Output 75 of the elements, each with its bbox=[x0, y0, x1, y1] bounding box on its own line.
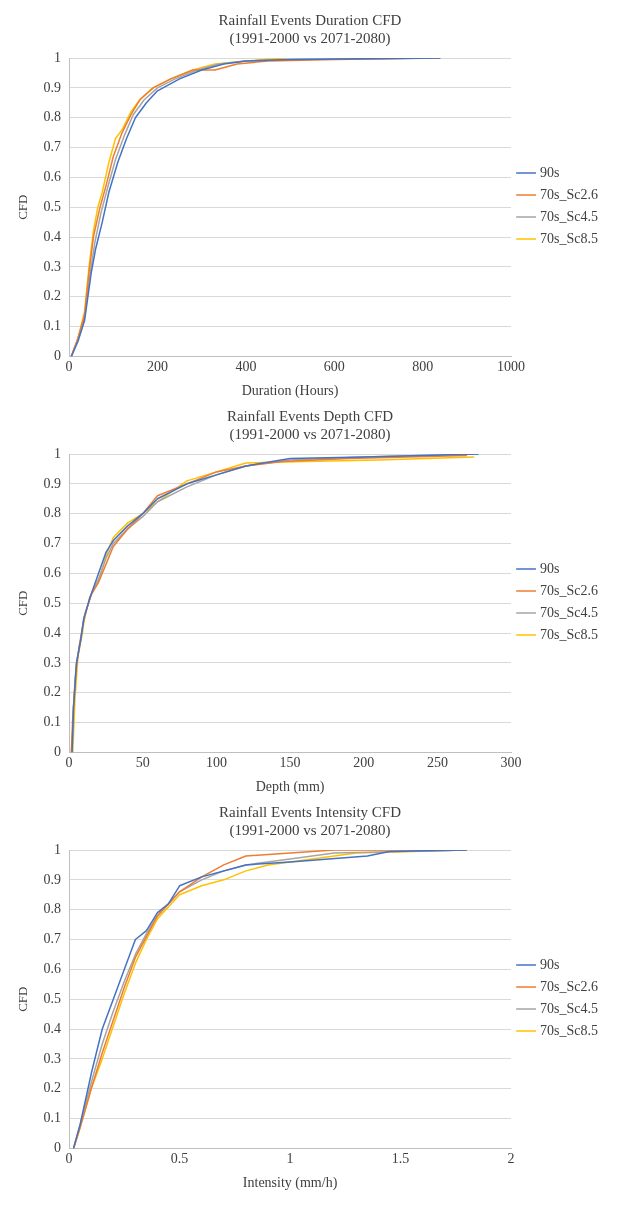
y-axis-title: CFD bbox=[15, 590, 31, 616]
y-tick-label: 0.6 bbox=[43, 169, 62, 185]
y-tick-label: 0.1 bbox=[43, 714, 62, 730]
y-tick-label: 0.3 bbox=[43, 654, 62, 670]
y-tick-label: 0.7 bbox=[43, 535, 62, 551]
legend-label: 70s_Sc4.5 bbox=[540, 1000, 598, 1016]
y-tick-label: 0.2 bbox=[43, 684, 62, 700]
chart-title: Rainfall Events Intensity CFD bbox=[218, 803, 402, 820]
x-tick-label: 600 bbox=[323, 359, 345, 375]
x-tick-label: 300 bbox=[500, 755, 522, 771]
y-tick-label: 0.4 bbox=[43, 624, 62, 640]
y-tick-label: 0.9 bbox=[43, 475, 62, 491]
legend-label: 70s_Sc2.6 bbox=[540, 582, 598, 598]
legend-label: 90s bbox=[540, 956, 560, 972]
x-tick-label: 2 bbox=[507, 1151, 515, 1167]
y-tick-label: 0.5 bbox=[43, 594, 62, 610]
x-axis-title: Depth (mm) bbox=[255, 779, 325, 796]
x-tick-label: 1 bbox=[286, 1151, 294, 1167]
x-tick-label: 400 bbox=[235, 359, 257, 375]
y-tick-label: 0.3 bbox=[43, 258, 62, 274]
chart-title: Rainfall Events Depth CFD bbox=[226, 407, 394, 424]
y-tick-label: 0.5 bbox=[43, 198, 62, 214]
x-tick-label: 200 bbox=[146, 359, 168, 375]
legend-label: 90s bbox=[540, 164, 560, 180]
chart-subtitle: (1991-2000 vs 2071-2080) bbox=[229, 425, 391, 443]
y-tick-label: 0.2 bbox=[43, 288, 62, 304]
x-tick-label: 0 bbox=[65, 755, 73, 771]
x-axis-title: Intensity (mm/h) bbox=[242, 1175, 338, 1192]
x-tick-label: 0 bbox=[65, 359, 73, 375]
y-tick-label: 0.1 bbox=[43, 318, 62, 334]
y-tick-label: 0.8 bbox=[43, 901, 62, 917]
y-tick-label: 0 bbox=[54, 348, 62, 364]
y-tick-label: 0.6 bbox=[43, 565, 62, 581]
y-axis-title: CFD bbox=[15, 194, 31, 220]
y-tick-label: 0.2 bbox=[43, 1080, 62, 1096]
y-tick-label: 0.8 bbox=[43, 109, 62, 125]
chart-title: Rainfall Events Duration CFD bbox=[218, 11, 402, 28]
x-tick-label: 150 bbox=[279, 755, 301, 771]
legend-label: 70s_Sc8.5 bbox=[540, 626, 598, 642]
y-tick-label: 0.6 bbox=[43, 961, 62, 977]
x-tick-label: 250 bbox=[426, 755, 448, 771]
x-tick-label: 0 bbox=[65, 1151, 73, 1167]
legend-label: 70s_Sc8.5 bbox=[540, 230, 598, 246]
y-tick-label: 0.5 bbox=[43, 990, 62, 1006]
chart-subtitle: (1991-2000 vs 2071-2080) bbox=[229, 29, 391, 47]
legend-label: 70s_Sc4.5 bbox=[540, 604, 598, 620]
y-tick-label: 0.1 bbox=[43, 1110, 62, 1126]
y-tick-label: 0.9 bbox=[43, 79, 62, 95]
x-tick-label: 0.5 bbox=[170, 1151, 189, 1167]
y-tick-label: 0.7 bbox=[43, 139, 62, 155]
y-tick-label: 0 bbox=[54, 1140, 62, 1156]
x-tick-label: 200 bbox=[353, 755, 375, 771]
y-tick-label: 0 bbox=[54, 744, 62, 760]
y-tick-label: 0.4 bbox=[43, 228, 62, 244]
y-tick-label: 0.3 bbox=[43, 1050, 62, 1066]
x-tick-label: 100 bbox=[205, 755, 227, 771]
legend-label: 90s bbox=[540, 560, 560, 576]
legend-label: 70s_Sc2.6 bbox=[540, 978, 598, 994]
y-tick-label: 1 bbox=[54, 841, 62, 857]
x-tick-label: 50 bbox=[135, 755, 150, 771]
x-axis-title: Duration (Hours) bbox=[241, 383, 339, 400]
y-tick-label: 1 bbox=[54, 445, 62, 461]
x-tick-label: 1.5 bbox=[391, 1151, 410, 1167]
y-tick-label: 1 bbox=[54, 49, 62, 65]
y-tick-label: 0.9 bbox=[43, 871, 62, 887]
y-tick-label: 0.8 bbox=[43, 505, 62, 521]
legend-label: 70s_Sc8.5 bbox=[540, 1022, 598, 1038]
legend-label: 70s_Sc4.5 bbox=[540, 208, 598, 224]
legend-label: 70s_Sc2.6 bbox=[540, 186, 598, 202]
x-tick-label: 1000 bbox=[497, 359, 526, 375]
y-tick-label: 0.7 bbox=[43, 931, 62, 947]
y-tick-label: 0.4 bbox=[43, 1020, 62, 1036]
y-axis-title: CFD bbox=[15, 986, 31, 1012]
x-tick-label: 800 bbox=[412, 359, 434, 375]
chart-subtitle: (1991-2000 vs 2071-2080) bbox=[229, 821, 391, 839]
